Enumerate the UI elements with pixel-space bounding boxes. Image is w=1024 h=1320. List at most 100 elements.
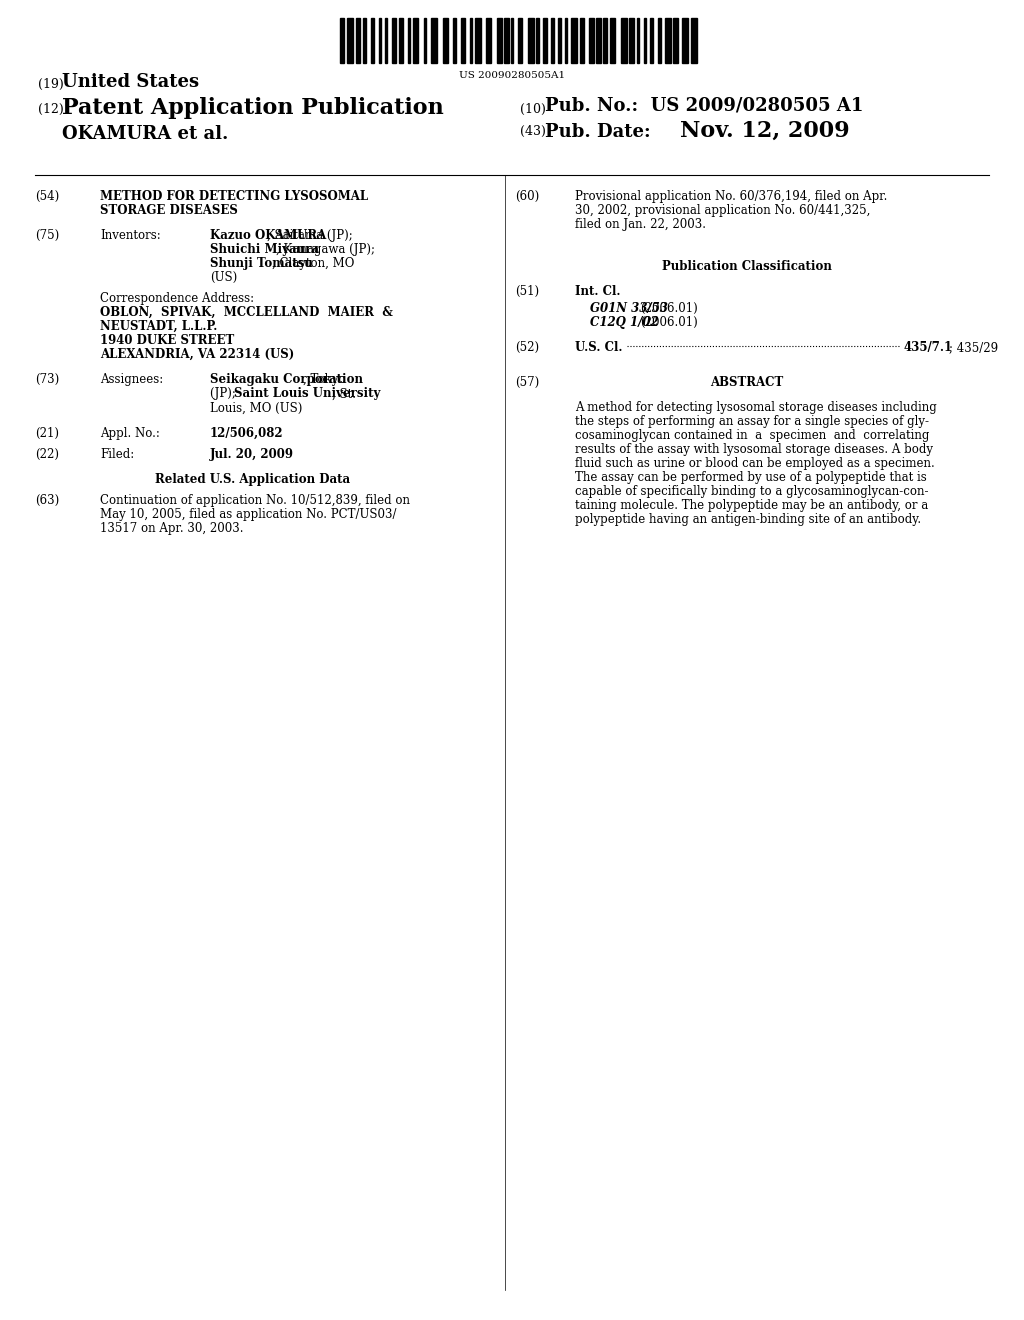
Text: (2006.01): (2006.01) xyxy=(640,315,697,329)
Bar xyxy=(486,18,492,63)
Text: Assignees:: Assignees: xyxy=(100,374,163,387)
Text: capable of specifically binding to a glycosaminoglycan-con-: capable of specifically binding to a gly… xyxy=(575,486,929,499)
Text: (73): (73) xyxy=(35,374,59,387)
Text: 30, 2002, provisional application No. 60/441,325,: 30, 2002, provisional application No. 60… xyxy=(575,205,870,216)
Bar xyxy=(384,18,387,63)
Text: (10): (10) xyxy=(520,103,546,116)
Text: 435/7.1: 435/7.1 xyxy=(904,341,953,354)
Text: Provisional application No. 60/376,194, filed on Apr.: Provisional application No. 60/376,194, … xyxy=(575,190,888,203)
Bar xyxy=(442,18,447,63)
Text: Seikagaku Corporation: Seikagaku Corporation xyxy=(210,374,362,387)
Text: Filed:: Filed: xyxy=(100,447,134,461)
Bar xyxy=(596,18,601,63)
Text: Appl. No.:: Appl. No.: xyxy=(100,426,160,440)
Text: results of the assay with lysosomal storage diseases. A body: results of the assay with lysosomal stor… xyxy=(575,444,933,457)
Bar xyxy=(399,18,403,63)
Bar xyxy=(649,18,652,63)
Text: Pub. Date:: Pub. Date: xyxy=(545,123,650,141)
Bar xyxy=(666,18,672,63)
Text: Nov. 12, 2009: Nov. 12, 2009 xyxy=(680,120,850,143)
Text: Continuation of application No. 10/512,839, filed on: Continuation of application No. 10/512,8… xyxy=(100,494,410,507)
Bar xyxy=(424,18,426,63)
Text: 1940 DUKE STREET: 1940 DUKE STREET xyxy=(100,334,234,347)
Bar xyxy=(347,18,353,63)
Text: Publication Classification: Publication Classification xyxy=(663,260,831,273)
Text: ABSTRACT: ABSTRACT xyxy=(711,376,783,389)
Text: U.S. Cl.: U.S. Cl. xyxy=(575,341,623,354)
Bar xyxy=(340,18,344,63)
Text: (12): (12) xyxy=(38,103,63,116)
Bar xyxy=(674,18,678,63)
Text: ; 435/29: ; 435/29 xyxy=(949,341,998,354)
Text: cosaminoglycan contained in  a  specimen  and  correlating: cosaminoglycan contained in a specimen a… xyxy=(575,429,930,442)
Text: C12Q 1/02: C12Q 1/02 xyxy=(590,315,658,329)
Text: (63): (63) xyxy=(35,494,59,507)
Bar xyxy=(589,18,594,63)
Bar xyxy=(355,18,359,63)
Bar xyxy=(453,18,456,63)
Text: , St.: , St. xyxy=(332,387,355,400)
Text: , Saitama (JP);: , Saitama (JP); xyxy=(267,230,353,242)
Text: US 20090280505A1: US 20090280505A1 xyxy=(459,71,565,81)
Text: Correspondence Address:: Correspondence Address: xyxy=(100,292,254,305)
Text: OKAMURA et al.: OKAMURA et al. xyxy=(62,125,228,143)
Bar xyxy=(518,18,522,63)
Bar xyxy=(392,18,396,63)
Text: (52): (52) xyxy=(515,341,539,354)
Text: (57): (57) xyxy=(515,376,540,389)
Text: OBLON,  SPIVAK,  MCCLELLAND  MAIER  &: OBLON, SPIVAK, MCCLELLAND MAIER & xyxy=(100,306,393,319)
Text: METHOD FOR DETECTING LYSOSOMAL: METHOD FOR DETECTING LYSOSOMAL xyxy=(100,190,368,203)
Bar xyxy=(543,18,547,63)
Bar xyxy=(551,18,554,63)
Text: (60): (60) xyxy=(515,190,540,203)
Text: (21): (21) xyxy=(35,426,59,440)
Text: Kazuo OKAMURA: Kazuo OKAMURA xyxy=(210,230,327,242)
Text: (19): (19) xyxy=(38,78,63,91)
Text: , Tokyo: , Tokyo xyxy=(303,374,345,387)
Text: ALEXANDRIA, VA 22314 (US): ALEXANDRIA, VA 22314 (US) xyxy=(100,348,294,362)
Text: (22): (22) xyxy=(35,447,59,461)
Bar xyxy=(536,18,539,63)
Bar xyxy=(431,18,437,63)
Bar xyxy=(637,18,639,63)
Text: (75): (75) xyxy=(35,230,59,242)
Text: taining molecule. The polypeptide may be an antibody, or a: taining molecule. The polypeptide may be… xyxy=(575,499,928,512)
Bar xyxy=(461,18,465,63)
Bar xyxy=(362,18,366,63)
Bar xyxy=(603,18,607,63)
Text: May 10, 2005, filed as application No. PCT/US03/: May 10, 2005, filed as application No. P… xyxy=(100,508,396,521)
Text: polypeptide having an antigen-binding site of an antibody.: polypeptide having an antigen-binding si… xyxy=(575,513,922,527)
Text: filed on Jan. 22, 2003.: filed on Jan. 22, 2003. xyxy=(575,218,706,231)
Bar xyxy=(498,18,502,63)
Text: Shunji Tomatsu: Shunji Tomatsu xyxy=(210,257,312,271)
Text: G01N 33/53: G01N 33/53 xyxy=(590,302,668,315)
Text: fluid such as urine or blood can be employed as a specimen.: fluid such as urine or blood can be empl… xyxy=(575,458,935,470)
Bar xyxy=(644,18,645,63)
Text: 12/506,082: 12/506,082 xyxy=(210,426,284,440)
Text: (2006.01): (2006.01) xyxy=(640,302,697,315)
Text: , Clayton, MO: , Clayton, MO xyxy=(272,257,354,271)
Text: (JP);: (JP); xyxy=(210,387,240,400)
Bar xyxy=(511,18,513,63)
Bar xyxy=(409,18,411,63)
Bar xyxy=(379,18,381,63)
Bar xyxy=(691,18,697,63)
Text: , Kanagawa (JP);: , Kanagawa (JP); xyxy=(276,243,376,256)
Bar xyxy=(621,18,627,63)
Text: the steps of performing an assay for a single species of gly-: the steps of performing an assay for a s… xyxy=(575,416,929,429)
Text: (43): (43) xyxy=(520,125,546,139)
Bar xyxy=(610,18,615,63)
Bar xyxy=(558,18,560,63)
Text: Inventors:: Inventors: xyxy=(100,230,161,242)
Text: (51): (51) xyxy=(515,285,539,298)
Text: Shuichi Miyaura: Shuichi Miyaura xyxy=(210,243,319,256)
Text: 13517 on Apr. 30, 2003.: 13517 on Apr. 30, 2003. xyxy=(100,521,244,535)
Text: Pub. No.:  US 2009/0280505 A1: Pub. No.: US 2009/0280505 A1 xyxy=(545,96,863,115)
Bar xyxy=(504,18,509,63)
Bar xyxy=(414,18,418,63)
Bar xyxy=(565,18,567,63)
Text: Saint Louis University: Saint Louis University xyxy=(234,387,381,400)
Bar xyxy=(658,18,662,63)
Text: (54): (54) xyxy=(35,190,59,203)
Text: Related U.S. Application Data: Related U.S. Application Data xyxy=(155,473,350,486)
